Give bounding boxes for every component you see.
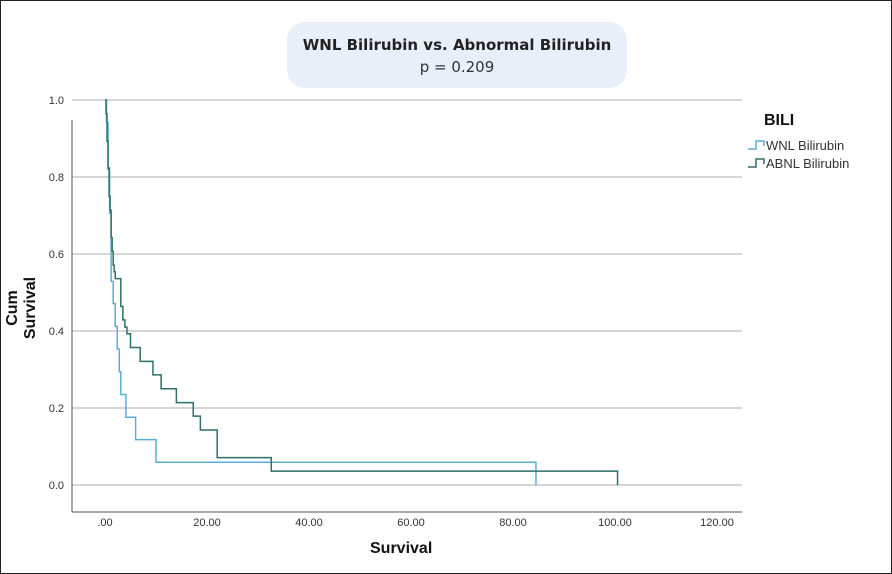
survival-curve-wnl <box>105 99 537 485</box>
y-tick-label: 0.4 <box>49 326 64 338</box>
survival-curve-abnl <box>105 99 619 485</box>
y-tick-label: 0.8 <box>49 172 64 184</box>
y-tick-label: 0.2 <box>49 403 64 415</box>
y-tick-label: 0.0 <box>49 480 64 492</box>
legend: BILI WNL Bilirubin ABNL Bilirubin <box>748 112 849 172</box>
legend-step-icon-wnl <box>748 140 765 150</box>
legend-label-wnl: WNL Bilirubin <box>766 137 845 153</box>
y-axis-label: Cum Survival <box>4 276 39 340</box>
x-tick-label: .00 <box>97 517 112 529</box>
x-tick-label: 60.00 <box>397 517 425 529</box>
x-tick-label: 40.00 <box>295 517 323 529</box>
legend-item-wnl: WNL Bilirubin <box>748 136 849 154</box>
chart-subtitle: p = 0.209 <box>419 58 495 76</box>
x-axis-label: Survival <box>370 540 433 557</box>
title-box: WNL Bilirubin vs. Abnormal Bilirubin p =… <box>287 22 627 88</box>
y-tick-label: 1.0 <box>49 95 64 107</box>
legend-title: BILI <box>764 112 795 129</box>
legend-item-abnl: ABNL Bilirubin <box>748 154 849 172</box>
y-tick-label: 0.6 <box>49 249 64 261</box>
x-tick-label: 120.00 <box>700 517 734 529</box>
x-tick-label: 80.00 <box>499 517 527 529</box>
chart-title: WNL Bilirubin vs. Abnormal Bilirubin <box>302 36 612 54</box>
x-tick-label: 20.00 <box>193 517 221 529</box>
legend-step-icon-abnl <box>748 158 765 168</box>
x-tick-label: 100.00 <box>598 517 632 529</box>
legend-label-abnl: ABNL Bilirubin <box>766 155 850 171</box>
